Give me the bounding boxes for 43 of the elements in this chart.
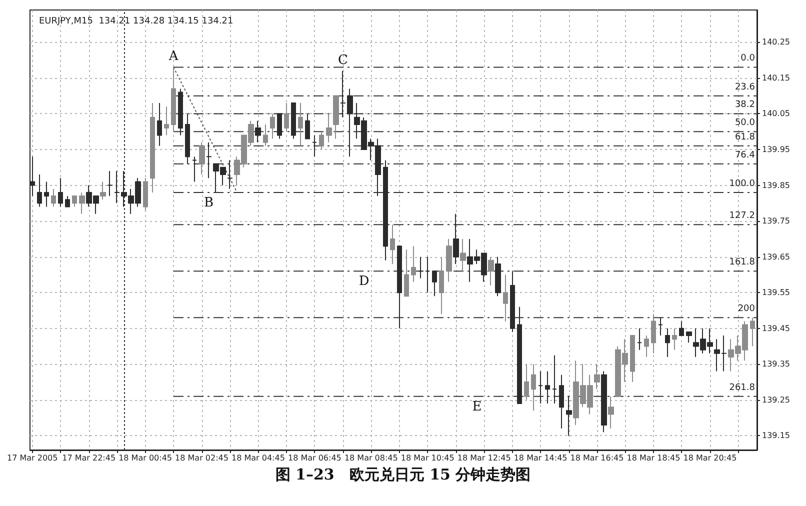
series-label: 161.8 xyxy=(729,258,756,268)
y-tick-label: 139.45 xyxy=(762,324,790,333)
caption: 图 1–23 欧元兑日元 15 分钟走势图 xyxy=(275,466,531,484)
x-tick-label: 18 Mar 00:45 xyxy=(118,454,172,462)
series-label: 200 xyxy=(738,304,756,314)
text: EURJPY,M15 134.21 134.28 134.15 134.21 xyxy=(39,16,234,26)
series-label: 50.0 xyxy=(734,118,756,128)
y-tick-label: 139.15 xyxy=(762,431,790,440)
x-tick-label: 18 Mar 14:45 xyxy=(514,454,568,462)
annotation: C xyxy=(338,52,348,68)
y-tick-label: 139.25 xyxy=(762,395,790,404)
y-tick-label: 139.55 xyxy=(762,288,790,298)
y-tick-label: 139.65 xyxy=(762,252,790,262)
y-tick-label: 139.95 xyxy=(762,145,790,154)
series-label: 261.8 xyxy=(729,382,756,393)
x-tick-label: 17 Mar 2005 xyxy=(6,454,58,462)
x-tick-label: 18 Mar 04:45 xyxy=(232,454,285,462)
y-tick-label: 140.05 xyxy=(762,109,790,118)
y-tick-label: 139.85 xyxy=(762,180,790,190)
x-tick-label: 18 Mar 06:45 xyxy=(288,454,342,462)
series-label: 127.2 xyxy=(729,211,755,222)
y-tick-label: 139.35 xyxy=(762,360,790,369)
y-tick-label: 139.75 xyxy=(762,216,790,226)
annotation: D xyxy=(358,274,370,290)
annotation: B xyxy=(204,195,214,210)
y-tick-label: 140.25 xyxy=(762,38,790,47)
x-tick-label: 18 Mar 08:45 xyxy=(344,454,398,462)
series-label: 76.4 xyxy=(734,150,756,160)
series-label: 61.8 xyxy=(734,132,756,142)
series-label: 0.0 xyxy=(740,54,756,64)
annotation: E xyxy=(472,399,482,414)
y-tick-label: 140.15 xyxy=(762,73,790,82)
series-label: 100.0 xyxy=(729,178,756,189)
x-tick-label: 18 Mar 18:45 xyxy=(626,454,680,462)
series-label: 23.6 xyxy=(734,82,756,92)
series-label: 38.2 xyxy=(734,100,755,110)
x-tick-label: 18 Mar 10:45 xyxy=(400,454,454,462)
annotation: A xyxy=(168,49,179,64)
x-tick-label: 18 Mar 16:45 xyxy=(570,454,624,462)
x-tick-label: 18 Mar 20:45 xyxy=(683,454,737,462)
x-tick-label: 18 Mar 12:45 xyxy=(457,454,511,462)
x-tick-label: 18 Mar 02:45 xyxy=(175,454,228,462)
x-tick-label: 17 Mar 22:45 xyxy=(62,454,116,462)
